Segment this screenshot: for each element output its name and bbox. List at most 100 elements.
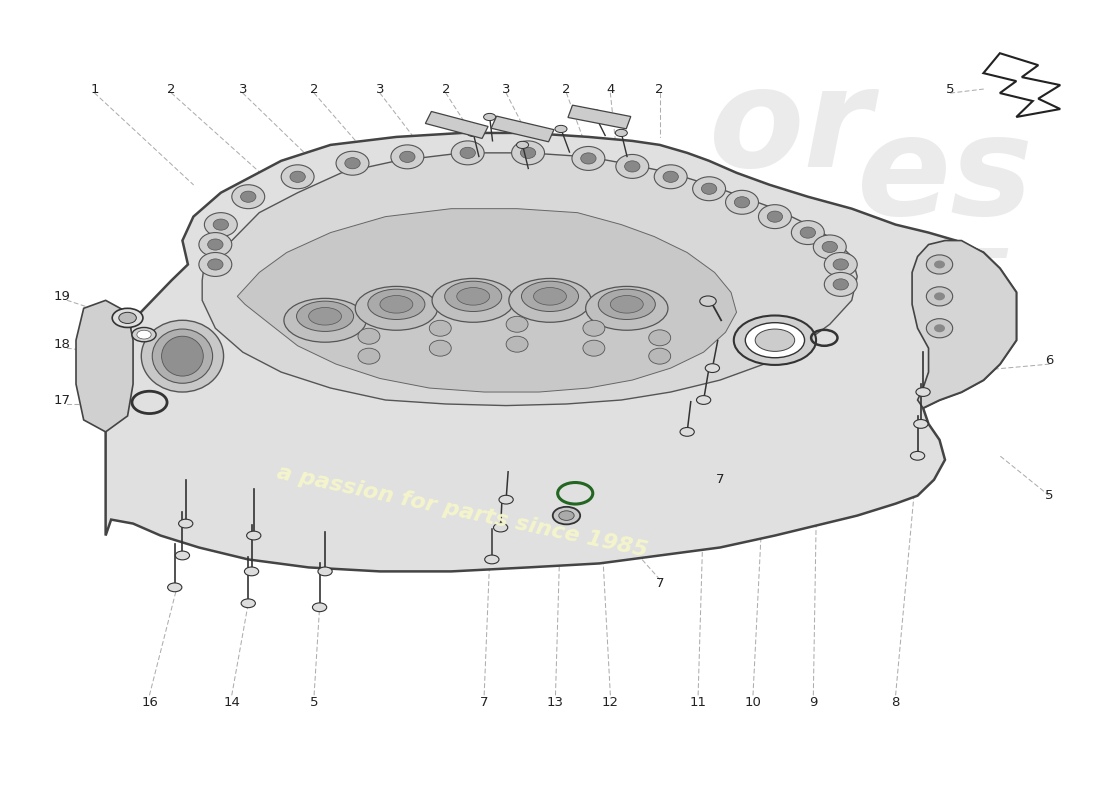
Ellipse shape <box>178 519 192 528</box>
Circle shape <box>926 318 953 338</box>
FancyBboxPatch shape <box>568 105 630 129</box>
Circle shape <box>926 255 953 274</box>
Text: 2: 2 <box>441 82 450 95</box>
Text: 6: 6 <box>1045 354 1054 366</box>
Circle shape <box>506 316 528 332</box>
Ellipse shape <box>485 555 499 564</box>
Ellipse shape <box>112 308 143 327</box>
Circle shape <box>625 161 640 172</box>
Ellipse shape <box>297 301 353 331</box>
Circle shape <box>241 191 256 202</box>
Ellipse shape <box>554 126 566 133</box>
Circle shape <box>583 320 605 336</box>
Ellipse shape <box>598 289 656 319</box>
Text: 14: 14 <box>223 697 240 710</box>
Ellipse shape <box>756 329 794 351</box>
Text: 11: 11 <box>690 697 706 710</box>
Ellipse shape <box>152 329 212 383</box>
Text: a passion for parts since 1985: a passion for parts since 1985 <box>275 462 649 561</box>
Ellipse shape <box>552 507 580 524</box>
Text: 2: 2 <box>656 82 664 95</box>
Circle shape <box>390 145 424 169</box>
Circle shape <box>199 233 232 257</box>
Circle shape <box>208 239 223 250</box>
Ellipse shape <box>355 286 438 330</box>
Ellipse shape <box>367 289 425 319</box>
Circle shape <box>208 259 223 270</box>
Ellipse shape <box>746 322 804 358</box>
Text: 1: 1 <box>90 82 99 95</box>
Ellipse shape <box>318 567 332 576</box>
Text: 7: 7 <box>656 577 664 590</box>
Circle shape <box>282 165 315 189</box>
Circle shape <box>726 190 759 214</box>
Circle shape <box>213 219 229 230</box>
Text: 5: 5 <box>946 82 955 95</box>
FancyBboxPatch shape <box>492 116 554 142</box>
Circle shape <box>824 253 857 277</box>
Ellipse shape <box>162 336 204 376</box>
Circle shape <box>768 211 782 222</box>
Polygon shape <box>238 209 737 392</box>
Ellipse shape <box>615 130 627 137</box>
Ellipse shape <box>136 330 151 339</box>
Ellipse shape <box>509 278 591 322</box>
Circle shape <box>581 153 596 164</box>
Circle shape <box>399 151 415 162</box>
Ellipse shape <box>432 278 515 322</box>
Text: 1985: 1985 <box>812 246 1013 315</box>
Ellipse shape <box>499 495 514 504</box>
Text: 13: 13 <box>547 697 564 710</box>
Circle shape <box>934 324 945 332</box>
FancyBboxPatch shape <box>426 111 488 138</box>
Text: 16: 16 <box>141 697 158 710</box>
Text: 3: 3 <box>502 82 510 95</box>
Ellipse shape <box>705 364 719 373</box>
Ellipse shape <box>680 427 694 436</box>
Ellipse shape <box>585 286 668 330</box>
Ellipse shape <box>911 451 925 460</box>
Circle shape <box>205 213 238 237</box>
Ellipse shape <box>312 603 327 612</box>
Circle shape <box>336 151 368 175</box>
Circle shape <box>791 221 824 245</box>
Ellipse shape <box>444 282 502 311</box>
Circle shape <box>649 348 671 364</box>
Circle shape <box>429 340 451 356</box>
Circle shape <box>358 348 379 364</box>
Text: 7: 7 <box>716 474 724 486</box>
Ellipse shape <box>241 599 255 608</box>
Text: 3: 3 <box>239 82 248 95</box>
Ellipse shape <box>484 114 496 121</box>
Ellipse shape <box>517 142 529 149</box>
Text: 2: 2 <box>167 82 176 95</box>
Ellipse shape <box>456 287 490 305</box>
Text: 7: 7 <box>480 697 488 710</box>
Ellipse shape <box>244 567 258 576</box>
Text: 4: 4 <box>606 82 615 95</box>
Ellipse shape <box>284 298 366 342</box>
Text: es: es <box>857 110 1033 244</box>
Ellipse shape <box>534 287 566 305</box>
Circle shape <box>506 336 528 352</box>
Ellipse shape <box>916 388 931 397</box>
Text: 18: 18 <box>53 338 70 350</box>
Text: 8: 8 <box>891 697 900 710</box>
Circle shape <box>813 235 846 259</box>
Circle shape <box>451 141 484 165</box>
Circle shape <box>833 259 848 270</box>
Ellipse shape <box>175 551 189 560</box>
Circle shape <box>759 205 791 229</box>
Circle shape <box>512 141 544 165</box>
Circle shape <box>520 147 536 158</box>
Text: 2: 2 <box>562 82 571 95</box>
Polygon shape <box>202 153 857 406</box>
Ellipse shape <box>468 130 480 137</box>
Text: 10: 10 <box>745 697 761 710</box>
Ellipse shape <box>119 312 136 323</box>
Circle shape <box>735 197 750 208</box>
Ellipse shape <box>309 307 341 325</box>
Circle shape <box>800 227 815 238</box>
Ellipse shape <box>914 419 928 428</box>
Circle shape <box>583 340 605 356</box>
